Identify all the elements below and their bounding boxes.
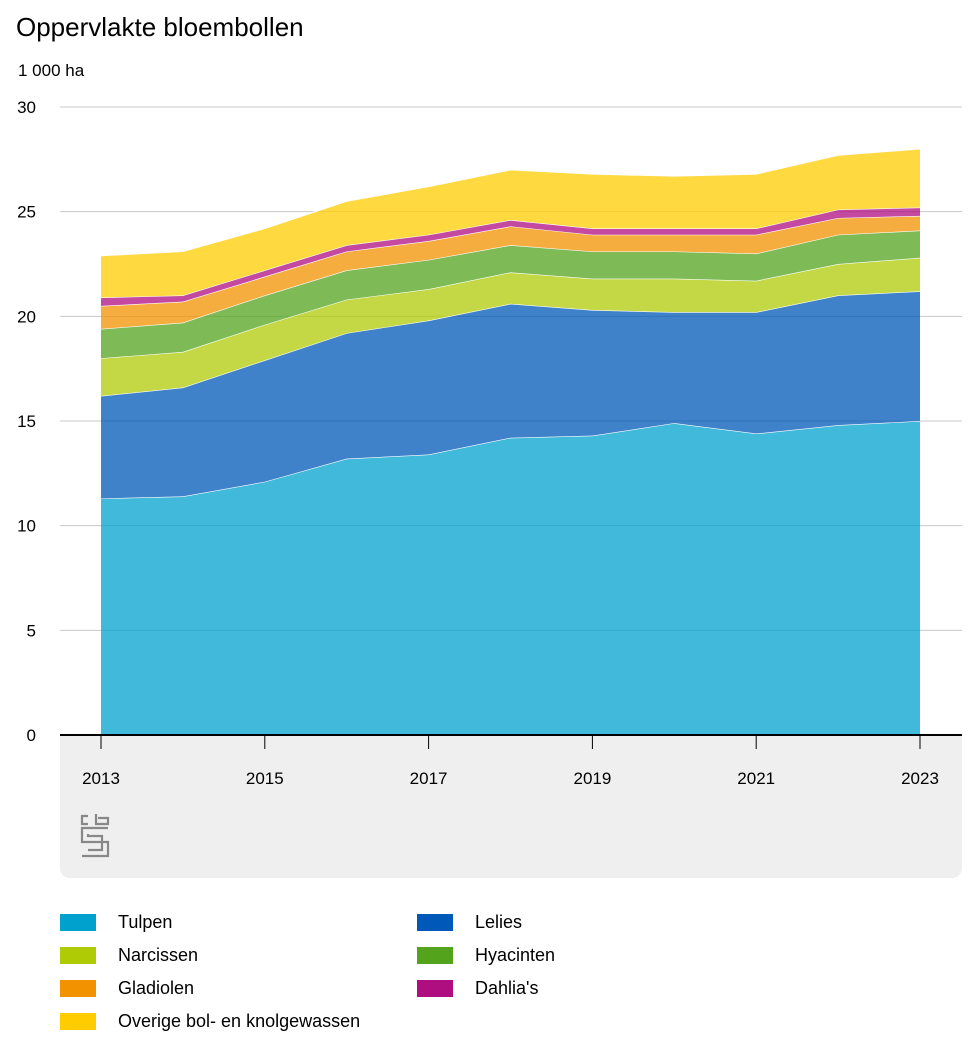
legend-item: Overige bol- en knolgewassen (60, 1011, 360, 1032)
x-tick-label: 2021 (737, 769, 775, 788)
y-tick-label: 20 (17, 307, 36, 326)
legend-label: Hyacinten (475, 945, 556, 965)
stacked-area-chart: 0 5 10 15 20 25 30 2013 2015 2017 2019 2021 2023 (17, 98, 962, 858)
legend-swatch (417, 914, 453, 931)
y-tick-label: 10 (17, 517, 36, 536)
area-series-2 (101, 291, 920, 499)
area-series-4 (101, 230, 920, 359)
legend-swatch (417, 947, 453, 964)
legend-item: Tulpen (60, 912, 172, 933)
legend-label: Overige bol- en knolgewassen (118, 1011, 361, 1031)
x-tick-label: 2013 (82, 769, 120, 788)
legend-label: Gladiolen (118, 978, 195, 998)
legend-label: Lelies (475, 912, 523, 932)
legend-item: Narcissen (60, 945, 198, 966)
legend-item: Gladiolen (60, 978, 194, 999)
y-tick-label: 0 (27, 726, 36, 745)
chart-title: Oppervlakte bloembollen (16, 12, 304, 42)
x-tick-label: 2015 (246, 769, 284, 788)
chart-footer-panel (60, 734, 962, 878)
area-series-7 (101, 148, 920, 298)
legend-item: Lelies (417, 912, 522, 933)
area-series-3 (101, 257, 920, 396)
legend-swatch (417, 980, 453, 997)
legend-swatch (60, 980, 96, 997)
y-tick-label: 5 (27, 621, 36, 640)
x-tick-label: 2017 (410, 769, 448, 788)
area-series-6 (101, 207, 920, 306)
area-series-1 (101, 421, 920, 735)
legend-swatch (60, 947, 96, 964)
legend-label: Dahlia's (475, 978, 539, 998)
legend-label: Tulpen (118, 912, 173, 932)
y-tick-label: 25 (17, 203, 36, 222)
legend-item: Hyacinten (417, 945, 555, 966)
x-tick-label: 2023 (901, 769, 939, 788)
legend-item: Dahlia's (417, 978, 538, 999)
area-boundary-line (100, 148, 921, 257)
y-tick-label: 15 (17, 412, 36, 431)
area-boundary-line (100, 420, 921, 500)
y-axis-unit-label: 1 000 ha (18, 61, 85, 80)
y-tick-label: 30 (17, 98, 36, 117)
legend-swatch (60, 914, 96, 931)
area-series-5 (101, 215, 920, 329)
x-tick-label: 2019 (573, 769, 611, 788)
cbs-logo-icon (80, 814, 110, 858)
legend-swatch (60, 1013, 96, 1030)
legend-label: Narcissen (118, 945, 199, 965)
